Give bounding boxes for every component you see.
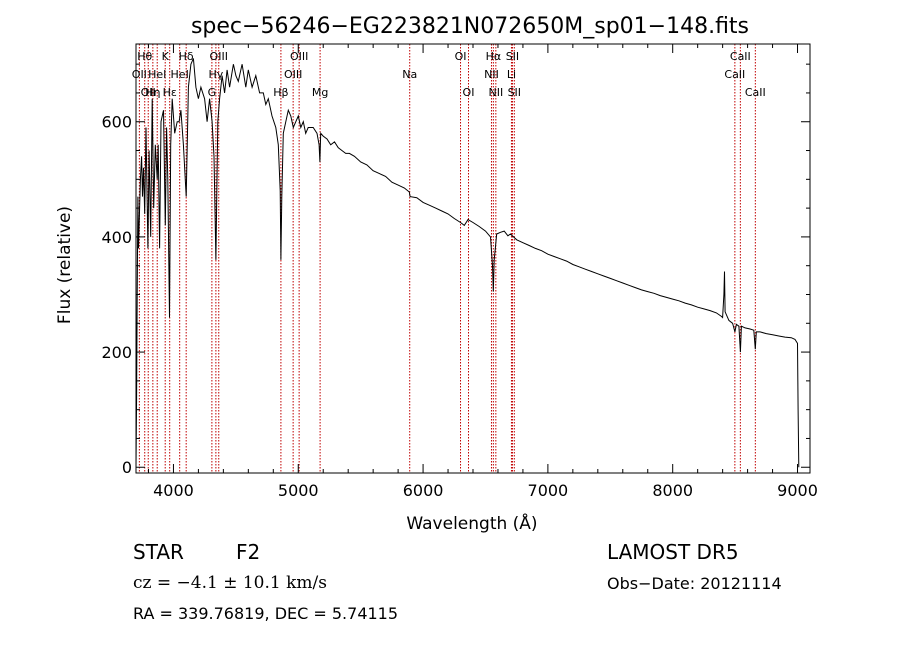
line-label-6: Hε	[163, 86, 177, 99]
line-label-0: OII	[132, 68, 147, 81]
line-label-21: NII	[488, 86, 503, 99]
x-axis-ticks: 4000 5000 6000 7000 8000 9000	[147, 44, 818, 500]
line-label-3: Hη	[145, 86, 160, 99]
line-label-12: Hβ	[273, 86, 288, 99]
x-tick-label-1: 5000	[278, 481, 319, 500]
x-tick-label-0: 4000	[153, 481, 194, 500]
y-tick-label-2: 400	[101, 228, 132, 247]
line-label-23: SII	[506, 50, 519, 63]
line-label-4: HeI	[148, 68, 166, 81]
line-label-18: OI	[463, 86, 475, 99]
x-tick-label-3: 7000	[528, 481, 569, 500]
x-tick-label-2: 6000	[403, 481, 444, 500]
spectral-line-markers	[138, 44, 756, 473]
line-label-26: CaII	[730, 50, 751, 63]
object-type: STAR	[133, 540, 184, 564]
line-label-19: NII	[484, 68, 499, 81]
chart-title: spec−56246−EG223821N072650M_sp01−148.fit…	[191, 14, 749, 39]
line-label-17: OI	[455, 50, 467, 63]
line-label-22: Li	[507, 68, 516, 81]
y-axis-ticks: 0 200 400 600	[101, 63, 810, 477]
y-tick-label-0: 0	[122, 458, 132, 477]
flux-series-line	[135, 58, 800, 468]
line-label-1: Hθ	[137, 50, 152, 63]
line-label-24: SII	[508, 86, 521, 99]
survey-name: LAMOST DR5	[607, 540, 739, 564]
y-tick-label-1: 200	[101, 343, 132, 362]
y-tick-label-3: 600	[101, 113, 132, 132]
line-label-20: Hα	[486, 50, 502, 63]
object-subclass: F2	[236, 540, 261, 564]
line-label-25: CaII	[724, 68, 745, 81]
line-label-9: G	[208, 86, 217, 99]
y-axis-label: Flux (relative)	[55, 206, 75, 324]
coordinates-text: RA = 339.76819, DEC = 5.74115	[133, 604, 399, 623]
plot-frame	[135, 43, 811, 474]
line-label-2: OII	[141, 86, 156, 99]
line-label-5: K	[162, 50, 170, 63]
line-label-16: Na	[402, 68, 417, 81]
line-label-27: CaII	[745, 86, 766, 99]
observation-date: Obs−Date: 20121114	[607, 574, 782, 593]
line-label-14: OIII	[290, 50, 308, 63]
line-label-11: OIII	[210, 50, 228, 63]
line-label-13: OIII	[284, 68, 302, 81]
x-tick-label-4: 8000	[652, 481, 693, 500]
line-label-8: Hδ	[179, 50, 194, 63]
redshift-text: cz = −4.1 ± 10.1 km/s	[133, 573, 327, 593]
line-label-15: Mg	[312, 86, 328, 99]
line-label-7: HeI	[171, 68, 189, 81]
line-label-10: Hγ	[208, 68, 223, 81]
x-axis-label: Wavelength (Å)	[406, 512, 537, 534]
x-tick-label-5: 9000	[777, 481, 818, 500]
